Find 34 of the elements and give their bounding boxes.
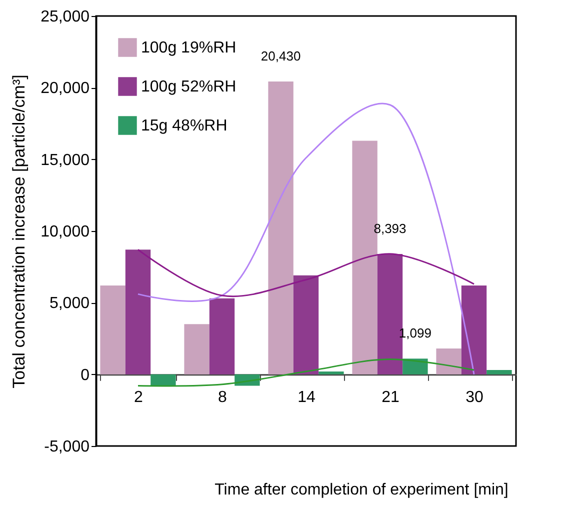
x-axis-title: Time after completion of experiment [min] xyxy=(214,482,508,498)
data-label: 20,430 xyxy=(260,48,301,64)
bar xyxy=(125,250,151,374)
y-tick-label: -5,000 xyxy=(44,438,90,456)
x-tick-label: 8 xyxy=(218,388,228,406)
bar xyxy=(150,374,176,386)
bar xyxy=(436,348,462,374)
bar xyxy=(209,298,235,374)
data-label: 8,393 xyxy=(374,221,406,236)
x-tick-label: 21 xyxy=(382,388,400,406)
line-series xyxy=(137,358,475,387)
line-series xyxy=(137,248,475,298)
bar xyxy=(461,285,487,374)
x-tick-label: 14 xyxy=(298,388,316,406)
x-tick-label: 30 xyxy=(466,388,484,406)
bar xyxy=(486,370,512,374)
legend-label: 100g 19%RH xyxy=(141,40,236,56)
bar xyxy=(318,371,344,374)
bar xyxy=(184,324,210,374)
y-tick-label: 20,000 xyxy=(40,80,90,98)
bar xyxy=(293,275,319,374)
y-tick-label: 25,000 xyxy=(40,8,90,26)
y-tick-label: 0 xyxy=(80,366,90,384)
y-axis-title: Total concentration increase [particle/cm³] xyxy=(10,74,29,388)
y-tick-label: 15,000 xyxy=(40,152,90,169)
bar xyxy=(100,285,126,374)
y-tick-label: 10,000 xyxy=(40,224,90,240)
x-tick-label: 2 xyxy=(134,388,144,406)
bar xyxy=(268,82,294,374)
legend-label: 15g 48%RH xyxy=(141,118,228,134)
line-series xyxy=(137,103,475,376)
bar xyxy=(402,358,428,374)
y-tick-label: 5,000 xyxy=(49,295,90,312)
legend-label: 100g 52%RH xyxy=(141,78,236,96)
